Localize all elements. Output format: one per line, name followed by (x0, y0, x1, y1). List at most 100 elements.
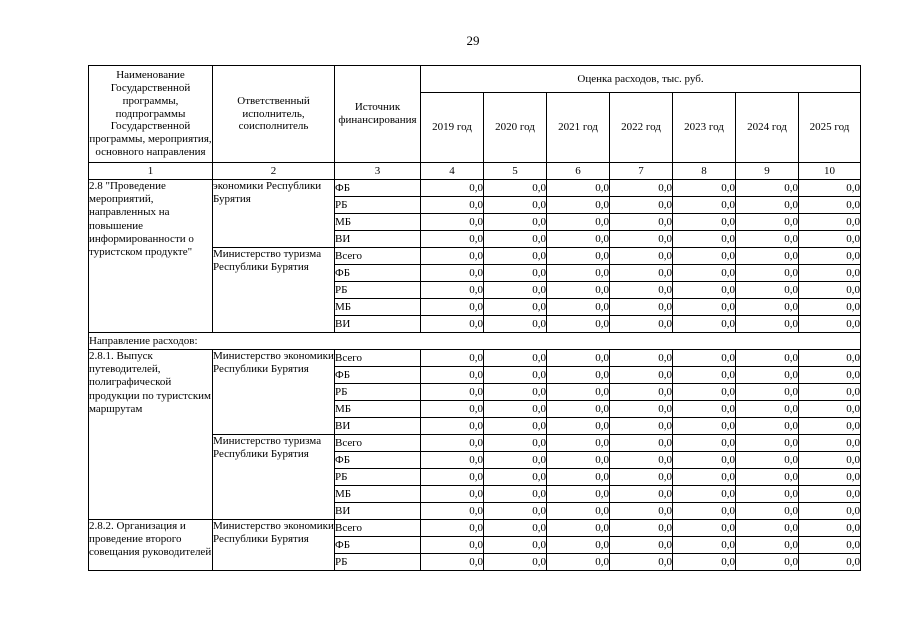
value-cell: 0,0 (735, 383, 799, 401)
value-cell: 0,0 (546, 281, 610, 299)
value-cell: 0,0 (672, 281, 736, 299)
value-cell: 0,0 (797, 281, 862, 299)
value-cell: 0,0 (609, 468, 673, 486)
value-cell: 0,0 (420, 298, 484, 316)
value-cell: 0,0 (672, 536, 736, 554)
value-cell: 0,0 (483, 519, 547, 537)
column-number: 2 (212, 162, 335, 180)
value-cell: 0,0 (672, 451, 736, 469)
value-cell: 0,0 (483, 485, 547, 503)
value-cell: 0,0 (735, 179, 799, 197)
value-cell: 0,0 (672, 502, 736, 520)
value-cell: 0,0 (420, 247, 484, 265)
table-body: 2.8 "Проведение мероприятий, направленны… (87, 179, 862, 571)
funding-source-cell: ФБ (334, 451, 421, 469)
value-cell: 0,0 (420, 536, 484, 554)
value-cell: 0,0 (483, 281, 547, 299)
value-cell: 0,0 (420, 553, 484, 571)
value-cell: 0,0 (797, 264, 862, 282)
executor-cell: Министерство туризма Республики Бурятия (212, 247, 335, 333)
value-cell: 0,0 (735, 196, 799, 214)
value-cell: 0,0 (483, 400, 547, 418)
value-cell: 0,0 (672, 247, 736, 265)
value-cell: 0,0 (672, 553, 736, 571)
value-cell: 0,0 (797, 502, 862, 520)
funding-source-cell: ФБ (334, 536, 421, 554)
funding-source-cell: ВИ (334, 315, 421, 333)
value-cell: 0,0 (420, 366, 484, 384)
value-cell: 0,0 (546, 502, 610, 520)
value-cell: 0,0 (735, 536, 799, 554)
value-cell: 0,0 (546, 536, 610, 554)
value-cell: 0,0 (546, 179, 610, 197)
value-cell: 0,0 (609, 502, 673, 520)
table-row: МБ 0,0 0,0 0,0 0,0 0,0 0,0 0,0 (89, 485, 862, 503)
value-cell: 0,0 (609, 179, 673, 197)
value-cell: 0,0 (609, 298, 673, 316)
value-cell: 0,0 (483, 366, 547, 384)
value-cell: 0,0 (546, 247, 610, 265)
value-cell: 0,0 (420, 213, 484, 231)
value-cell: 0,0 (735, 247, 799, 265)
value-cell: 0,0 (609, 434, 673, 452)
table-row: Министерство туризма Республики Бурятия В… (89, 247, 862, 333)
funding-source-cell: ВИ (334, 230, 421, 248)
value-cell: 0,0 (546, 383, 610, 401)
table-row: ВИ 0,0 0,0 0,0 0,0 0,0 0,0 0,0 (89, 502, 862, 520)
value-cell: 0,0 (546, 366, 610, 384)
value-cell: 0,0 (797, 468, 862, 486)
expenses-table: Наименование Государственной программы, … (87, 65, 862, 571)
value-cell: 0,0 (609, 315, 673, 333)
value-cell: 0,0 (672, 315, 736, 333)
table-row: ФБ 0,0 0,0 0,0 0,0 0,0 0,0 0,0 (89, 536, 862, 554)
executor-cell: Министерство туризма Республики Бурятия (212, 434, 335, 520)
value-cell: 0,0 (797, 434, 862, 452)
table-row: ФБ 0,0 0,0 0,0 0,0 0,0 0,0 0,0 (89, 451, 862, 469)
value-cell: 0,0 (420, 485, 484, 503)
table-row: ФБ 0,0 0,0 0,0 0,0 0,0 0,0 0,0 (89, 366, 862, 384)
value-cell: 0,0 (483, 196, 547, 214)
value-cell: 0,0 (483, 179, 547, 197)
funding-source-cell: РБ (334, 281, 421, 299)
page-number: 29 (466, 33, 480, 48)
funding-source-cell: Всего (334, 349, 421, 367)
value-cell: 0,0 (797, 247, 862, 265)
value-cell: 0,0 (483, 247, 547, 265)
value-cell: 0,0 (735, 230, 799, 248)
value-cell: 0,0 (797, 230, 862, 248)
value-cell: 0,0 (420, 196, 484, 214)
value-cell: 0,0 (735, 213, 799, 231)
header-executor: Ответственный исполнитель, соисполнитель (212, 65, 335, 163)
value-cell: 0,0 (797, 366, 862, 384)
header-program-name: Наименование Государственной программы, … (88, 65, 213, 163)
table-row: 2.8.1. Выпуск путеводителей, полиграфиче… (88, 349, 862, 520)
value-cell: 0,0 (735, 315, 799, 333)
value-cell: 0,0 (672, 230, 736, 248)
funding-source-cell: РБ (334, 468, 421, 486)
value-cell: 0,0 (797, 451, 862, 469)
value-cell: 0,0 (609, 247, 673, 265)
executor-cell: Министерство экономики Республики Буряти… (212, 349, 335, 435)
value-cell: 0,0 (420, 468, 484, 486)
value-cell: 0,0 (483, 264, 547, 282)
value-cell: 0,0 (735, 298, 799, 316)
column-number: 4 (420, 162, 484, 180)
value-cell: 0,0 (546, 196, 610, 214)
value-cell: 0,0 (735, 366, 799, 384)
value-cell: 0,0 (735, 553, 799, 571)
funding-source-cell: РБ (334, 383, 421, 401)
value-cell: 0,0 (420, 400, 484, 418)
value-cell: 0,0 (546, 468, 610, 486)
value-cell: 0,0 (672, 366, 736, 384)
value-cell: 0,0 (420, 451, 484, 469)
column-number: 7 (609, 162, 673, 180)
value-cell: 0,0 (735, 519, 799, 537)
value-cell: 0,0 (672, 519, 736, 537)
value-cell: 0,0 (483, 553, 547, 571)
value-cell: 0,0 (672, 485, 736, 503)
column-number: 8 (672, 162, 736, 180)
value-cell: 0,0 (797, 485, 862, 503)
value-cell: 0,0 (483, 315, 547, 333)
funding-source-cell: ФБ (334, 264, 421, 282)
value-cell: 0,0 (797, 213, 862, 231)
